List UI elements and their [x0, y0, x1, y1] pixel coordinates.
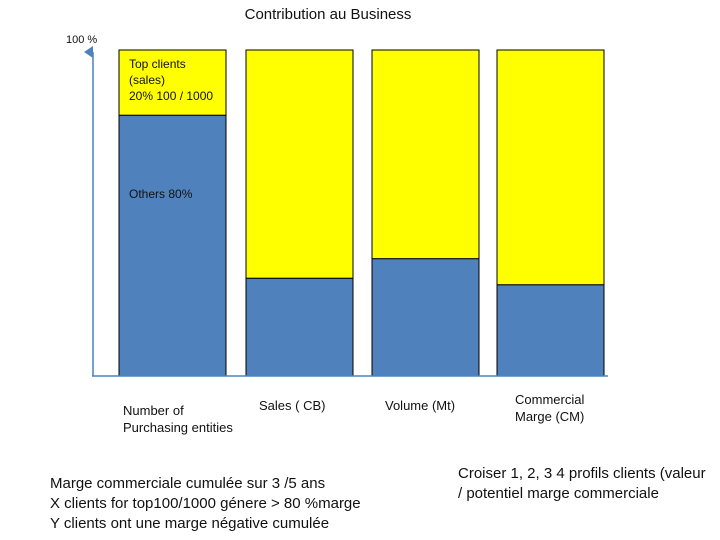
category-label-sales: Sales ( CB) [259, 398, 326, 413]
category-label-purchasing-entities: Number of Purchasing entities [123, 403, 233, 435]
bar-top-clients-3 [371, 49, 480, 260]
bar-top-clients-4 [496, 49, 605, 286]
others-segment-label: Others 80% [129, 187, 193, 201]
chart-title: Contribution au Business [244, 6, 412, 23]
bar-others-2 [245, 277, 354, 377]
note-croiser-profils: Croiser 1, 2, 3 4 profils clients (valeu… [458, 465, 706, 502]
bar-top-clients-1 [118, 49, 227, 116]
category-label-commercial-marge: Commercial Marge (CM) [515, 392, 585, 424]
note-marge-commerciale: Marge commerciale cumulée sur 3 /5 ans X… [50, 475, 361, 532]
bar-top-clients-2 [245, 49, 354, 279]
bar-others-1 [118, 114, 227, 377]
bar-others-3 [371, 258, 480, 377]
category-label-volume: Volume (Mt) [385, 398, 456, 413]
top-clients-segment-label: Top clients (sales) 20% 100 / 1000 [129, 57, 214, 103]
y-axis-max-label: 100 % [66, 34, 98, 46]
bar-others-4 [496, 284, 605, 377]
